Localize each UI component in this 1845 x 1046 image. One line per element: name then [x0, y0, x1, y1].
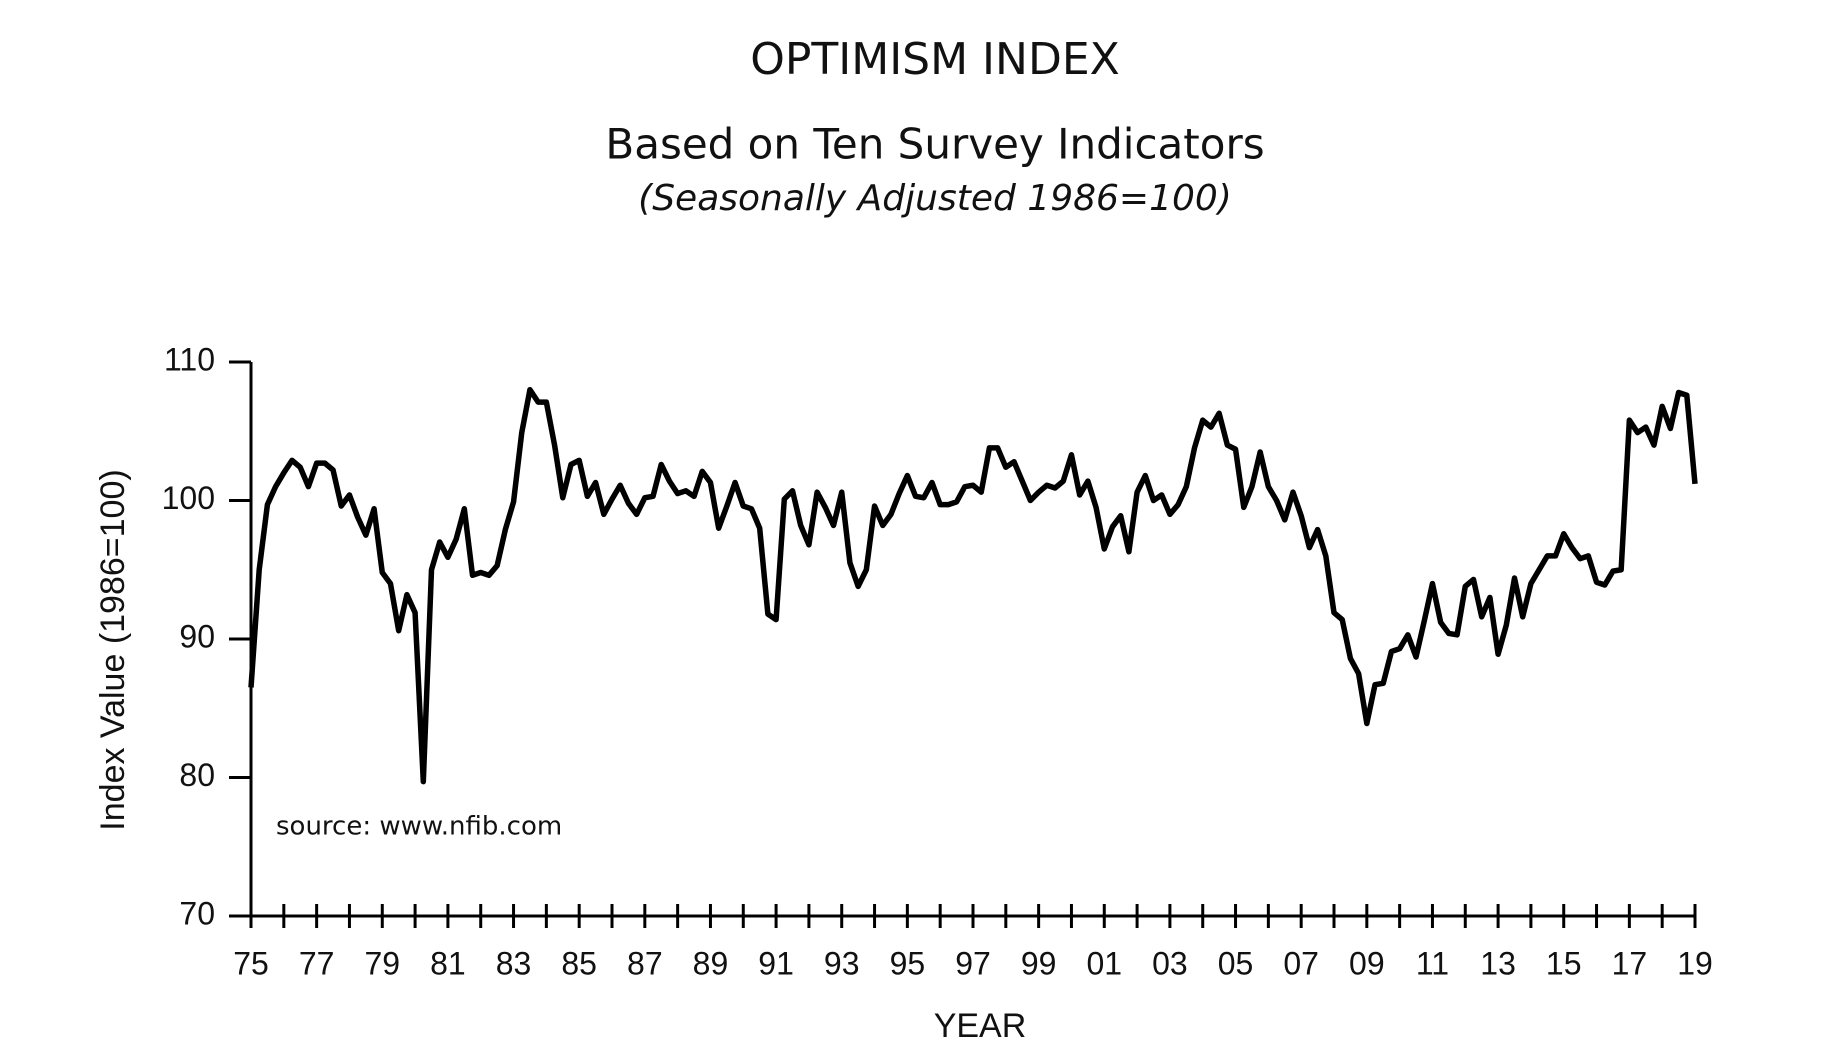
x-tick-label: 13 [1480, 945, 1516, 981]
x-tick-label: 81 [430, 945, 466, 981]
y-tick-label: 80 [179, 757, 215, 793]
x-tick-label: 95 [890, 945, 926, 981]
chart-title: OPTIMISM INDEX [750, 34, 1120, 85]
x-tick-label: 17 [1612, 945, 1648, 981]
x-tick-label: 89 [693, 945, 729, 981]
x-tick-label: 09 [1349, 945, 1385, 981]
x-tick-label: 05 [1218, 945, 1254, 981]
chart-subtitle: Based on Ten Survey Indicators [605, 120, 1264, 169]
x-tick-label: 03 [1152, 945, 1188, 981]
x-tick-label: 91 [758, 945, 794, 981]
y-axis-label: Index Value (1986=100) [94, 469, 132, 830]
x-tick-label: 01 [1086, 945, 1122, 981]
x-tick-label: 75 [233, 945, 269, 981]
x-tick-label: 85 [561, 945, 597, 981]
y-tick-label: 90 [179, 618, 215, 654]
x-axis-label: YEAR [934, 1007, 1027, 1045]
y-tick-label: 110 [164, 341, 215, 377]
y-tick-label: 70 [179, 895, 215, 931]
x-tick-label: 93 [824, 945, 860, 981]
y-tick-label: 100 [162, 480, 215, 516]
x-tick-label: 99 [1021, 945, 1057, 981]
x-tick-label: 07 [1283, 945, 1319, 981]
source-annotation: source: www.nfib.com [276, 812, 562, 842]
x-tick-label: 83 [496, 945, 532, 981]
x-tick-label: 77 [299, 945, 335, 981]
x-tick-label: 87 [627, 945, 663, 981]
x-tick-label: 19 [1677, 945, 1713, 981]
x-tick-label: 97 [955, 945, 991, 981]
chart-note: (Seasonally Adjusted 1986=100) [638, 178, 1232, 219]
x-tick-label: 79 [364, 945, 400, 981]
data-line [248, 386, 1698, 785]
x-tick-label: 15 [1546, 945, 1582, 981]
x-tick-label: 11 [1416, 945, 1449, 981]
